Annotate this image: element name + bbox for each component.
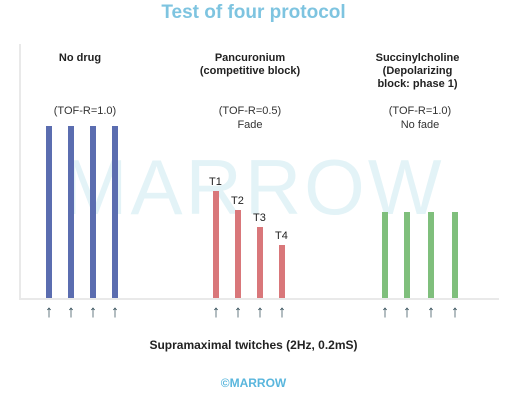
group-header-no-drug: No drug <box>30 52 130 65</box>
twitch-label-t4: T4 <box>275 230 288 242</box>
up-arrow-icon: ↑ <box>277 302 287 321</box>
up-arrow-icon: ↑ <box>44 302 54 321</box>
twitch-bar <box>68 126 74 298</box>
group-header-line: (competitive block) <box>199 65 301 77</box>
group-header-pancuronium: Pancuronium (competitive block) <box>175 52 325 78</box>
group-header-line: Succinylcholine <box>375 52 460 64</box>
up-arrow-icon: ↑ <box>211 302 221 321</box>
up-arrow-icon: ↑ <box>88 302 98 321</box>
copyright-footer: ©MARROW <box>220 376 287 390</box>
twitch-bar <box>404 212 410 298</box>
twitch-bar <box>213 191 219 298</box>
tof-ratio-label: (TOF-R=0.5) <box>218 105 282 117</box>
y-axis-line <box>19 44 21 300</box>
twitch-label-t2: T2 <box>231 195 244 207</box>
twitch-bar <box>235 210 241 298</box>
group-note-no-drug: (TOF-R=1.0) <box>30 104 140 118</box>
group-header-line: No drug <box>58 52 102 64</box>
twitch-bar <box>112 126 118 298</box>
up-arrow-icon: ↑ <box>402 302 412 321</box>
up-arrow-icon: ↑ <box>380 302 390 321</box>
group-note-succinylcholine: (TOF-R=1.0) No fade <box>365 104 475 132</box>
fade-label: No fade <box>400 119 440 131</box>
twitch-bar <box>257 227 263 298</box>
group-header-line: Pancuronium <box>214 52 286 64</box>
x-axis-line <box>19 298 499 300</box>
up-arrow-icon: ↑ <box>255 302 265 321</box>
twitch-bar <box>46 126 52 298</box>
group-note-pancuronium: (TOF-R=0.5) Fade <box>195 104 305 132</box>
group-header-line: block: phase 1) <box>377 78 458 90</box>
watermark: MARROW <box>62 143 445 231</box>
twitch-bar <box>90 126 96 298</box>
up-arrow-icon: ↑ <box>233 302 243 321</box>
page-title: Test of four protocol <box>161 2 346 23</box>
group-header-line: (Depolarizing <box>382 65 453 77</box>
tof-ratio-label: (TOF-R=1.0) <box>388 105 452 117</box>
twitch-bar <box>279 245 285 298</box>
group-header-succinylcholine: Succinylcholine (Depolarizing block: pha… <box>355 52 480 91</box>
twitch-bar <box>428 212 434 298</box>
up-arrow-icon: ↑ <box>426 302 436 321</box>
twitch-bar <box>452 212 458 298</box>
twitch-label-t1: T1 <box>209 176 222 188</box>
twitch-bar <box>382 212 388 298</box>
tof-ratio-label: (TOF-R=1.0) <box>53 105 117 117</box>
x-axis-caption: Supramaximal twitches (2Hz, 0.2mS) <box>149 338 358 352</box>
twitch-label-t3: T3 <box>253 212 266 224</box>
fade-label: Fade <box>237 119 263 131</box>
up-arrow-icon: ↑ <box>110 302 120 321</box>
up-arrow-icon: ↑ <box>66 302 76 321</box>
up-arrow-icon: ↑ <box>450 302 460 321</box>
